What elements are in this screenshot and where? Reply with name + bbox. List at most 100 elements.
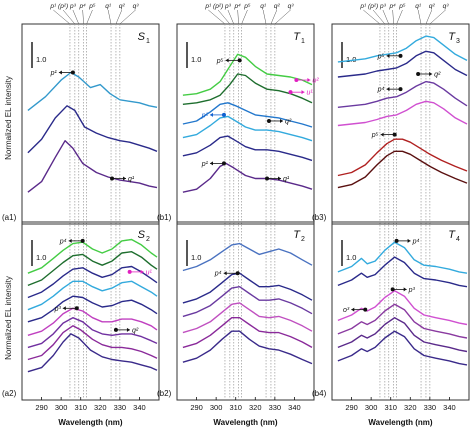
top-label-leader	[392, 9, 394, 25]
top-peak-label: p³	[379, 3, 387, 10]
top-peak-label: p⁵	[398, 3, 406, 10]
annotation-arrowhead	[278, 176, 282, 181]
series-line-2	[182, 73, 313, 105]
top-peak-label: p³	[224, 3, 232, 10]
top-peak-label: p¹	[204, 3, 212, 10]
x-tick-label: 290	[35, 403, 48, 412]
panel-title: T	[293, 229, 301, 241]
top-peak-label: p³	[69, 3, 77, 10]
annotation-label: u²	[312, 78, 319, 85]
panel-label: (b4)	[312, 389, 327, 398]
series-line-6	[337, 150, 468, 189]
annotation-arrowhead	[301, 90, 305, 95]
annotation-arrowhead	[429, 72, 433, 76]
top-label-leader	[119, 9, 136, 25]
top-peak-label: (p²)	[213, 3, 223, 10]
x-tick-label: 310	[384, 403, 397, 412]
annotation-label: p²	[201, 112, 209, 119]
annotation-arrowhead	[279, 118, 283, 123]
top-peak-label: q²	[429, 3, 436, 10]
top-label-leader	[262, 9, 267, 25]
series-line-4	[337, 303, 468, 339]
top-peak-label: p⁴	[78, 3, 86, 10]
annotation-label: q¹	[128, 176, 135, 183]
top-peak-label: (p²)	[58, 3, 68, 10]
top-peak-label: q¹	[415, 3, 422, 10]
annotation-arrowhead	[386, 53, 390, 58]
top-label-leader	[363, 9, 381, 25]
panel-label: (b2)	[157, 389, 172, 398]
annotation-label: o³	[343, 307, 350, 314]
series-line-4	[337, 100, 468, 127]
series-line-2	[27, 250, 158, 287]
series-line-6	[182, 330, 313, 365]
top-label-leader	[107, 9, 112, 25]
annotation-arrowhead	[223, 271, 227, 276]
top-peak-label: (p²)	[368, 3, 378, 10]
annotation-label: p⁴	[412, 238, 420, 245]
top-label-leader	[115, 9, 123, 25]
panel-a2: 1.0 p⁴ u¹ p³ q² S 2 (a2) 290 300 310 320 330 340 Wavel…	[2, 221, 160, 427]
scale-label: 1.0	[191, 253, 201, 262]
annotation-label: p¹	[50, 70, 58, 77]
x-tick-label: 290	[345, 403, 358, 412]
panel-title-sub: 1	[301, 38, 305, 45]
x-axis-label: Wavelength (nm)	[213, 418, 277, 427]
top-label-leader	[86, 9, 93, 25]
series-line-2	[27, 105, 158, 154]
annotation-arrowhead	[140, 269, 144, 274]
annotation-label: u¹	[307, 90, 314, 97]
x-tick-label: 310	[229, 403, 242, 412]
top-label-leader	[274, 9, 291, 25]
top-peak-label: p⁵	[243, 3, 251, 10]
annotation-label: p¹	[201, 161, 209, 168]
series-line-5	[27, 295, 158, 323]
panel-title-sub: 1	[146, 38, 150, 45]
series-line-5	[337, 317, 468, 353]
series-line-6	[182, 162, 313, 193]
top-label-leader	[62, 9, 76, 25]
x-axis-label: Wavelength (nm)	[368, 418, 432, 427]
x-tick-label: 340	[443, 403, 456, 412]
annotation-arrowhead	[386, 87, 390, 92]
series-line-1	[337, 35, 468, 63]
panel-frame	[331, 23, 470, 225]
panel-title-sub: 4	[456, 236, 460, 243]
series-line-7	[27, 317, 158, 349]
top-label-leader	[82, 9, 84, 25]
annotation-arrowhead	[225, 58, 229, 63]
annotation-label: q²	[434, 72, 441, 79]
top-peak-label: p¹	[359, 3, 367, 10]
annotation-arrowhead	[62, 306, 66, 311]
series-line-3	[337, 290, 468, 326]
panel-title-sub: 2	[301, 236, 305, 243]
annotation-arrowhead	[407, 238, 411, 243]
annotation-label: p⁴	[214, 271, 222, 278]
top-peak-label: q³	[288, 3, 295, 10]
x-axis-label: Wavelength (nm)	[58, 418, 122, 427]
series-line-3	[337, 80, 468, 108]
series-line-5	[337, 138, 468, 177]
panel-label: (b3)	[312, 213, 327, 222]
series-line-4	[182, 115, 313, 142]
scale-label: 1.0	[191, 55, 201, 64]
series-line-5	[182, 317, 313, 349]
top-label-leader	[372, 9, 386, 25]
series-line-2	[337, 50, 468, 78]
scale-label: 1.0	[36, 55, 46, 64]
series-line-1	[27, 71, 158, 111]
top-label-leader	[382, 9, 389, 25]
x-tick-label: 330	[114, 403, 127, 412]
x-tick-label: 330	[424, 403, 437, 412]
top-peak-label: q²	[119, 3, 126, 10]
series-line-1	[182, 53, 313, 96]
annotation-label: p³	[54, 306, 62, 313]
panel-b2: 1.0 p⁴ T 2 (b2) 290 300 310 320 330 340 Wavelength …	[157, 221, 315, 427]
panel-label: (b1)	[157, 213, 172, 222]
panel-label: (a2)	[2, 389, 17, 398]
panel-title-sub: 2	[146, 236, 150, 243]
series-line-5	[182, 135, 313, 162]
annotation-arrowhead	[68, 238, 72, 243]
y-axis-label-top: Normalized EL intensity	[4, 76, 13, 160]
